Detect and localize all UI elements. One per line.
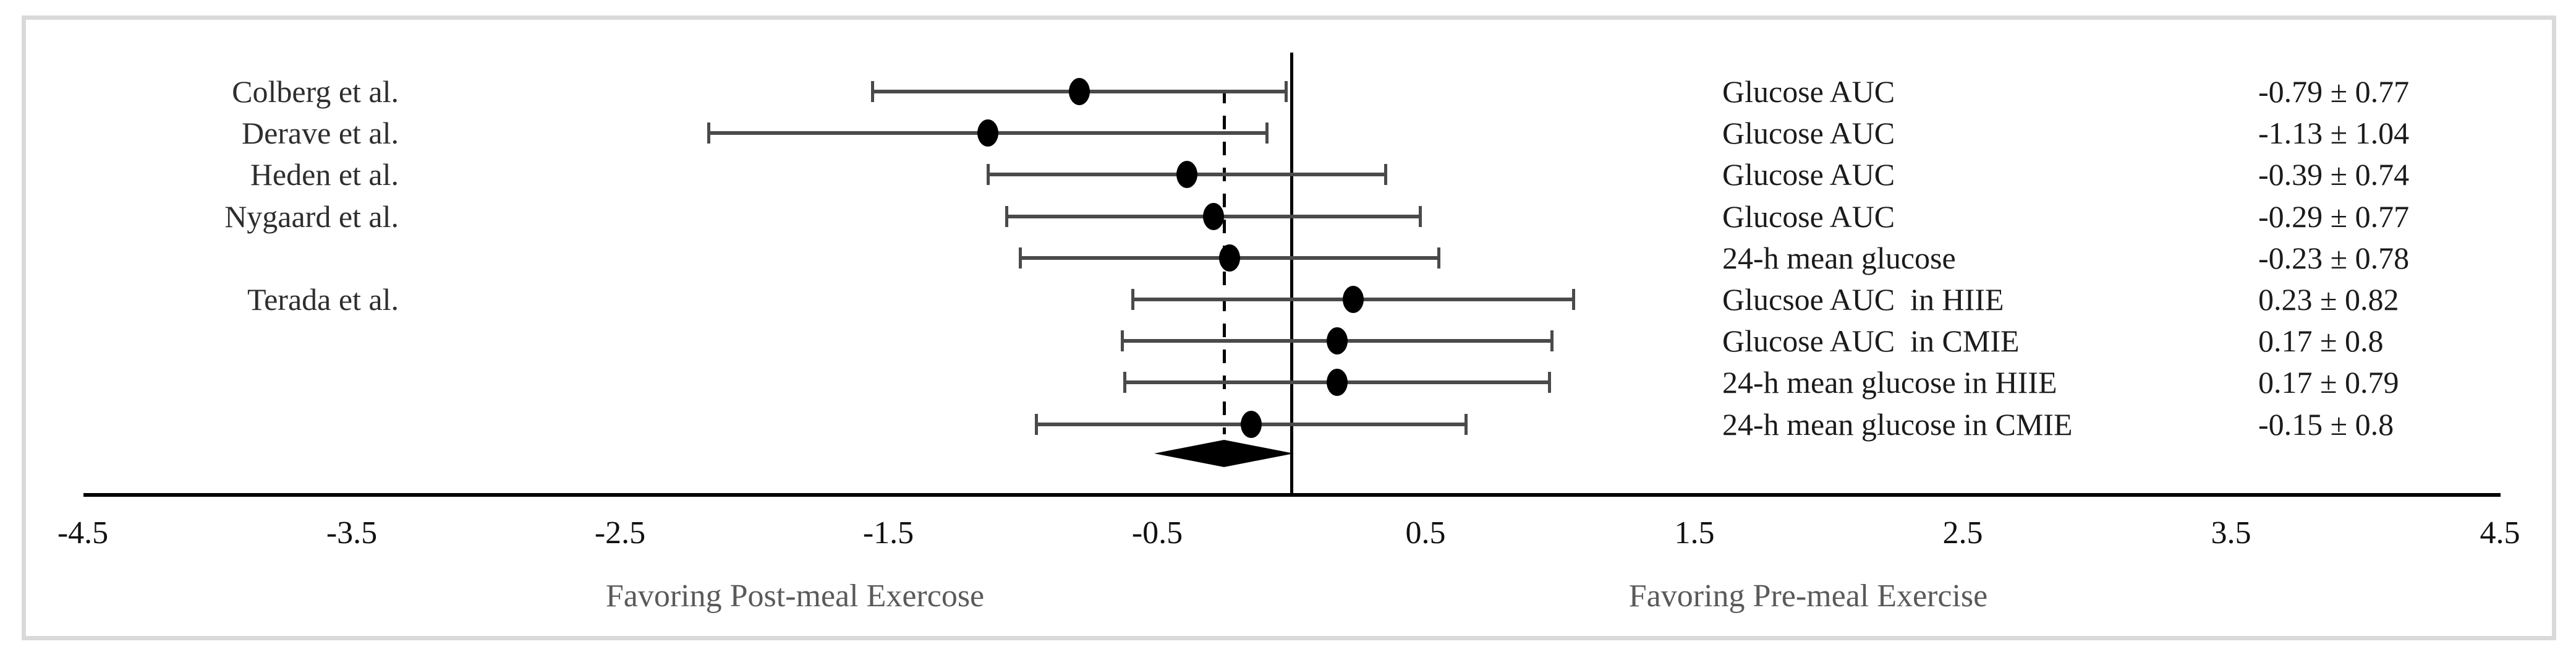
effect-point	[1069, 78, 1090, 105]
effect-value-label: -0.79 ± 0.77	[2258, 74, 2410, 109]
effect-point	[1327, 327, 1348, 354]
x-tick-label: 2.5	[1942, 515, 1983, 551]
axis-caption-left: Favoring Post-meal Exercose	[605, 578, 985, 614]
x-tick-label: 1.5	[1674, 515, 1715, 551]
outcome-label: 24-h mean glucose in HIIE	[1722, 365, 2057, 400]
outcome-label: Glucose AUC	[1722, 74, 1895, 109]
effect-value-label: -0.29 ± 0.77	[2258, 199, 2410, 234]
x-axis-line	[83, 493, 2501, 497]
study-label: Colberg et al.	[232, 74, 399, 109]
ci-cap-right	[1285, 81, 1288, 102]
x-tick-label: -1.5	[862, 515, 914, 551]
ci-cap-right	[1548, 372, 1551, 393]
effect-point	[1203, 203, 1224, 230]
effect-value-label: -0.39 ± 0.74	[2258, 157, 2410, 192]
x-tick-label: -2.5	[594, 515, 646, 551]
effect-value-label: 0.17 ± 0.8	[2258, 324, 2384, 358]
ci-cap-right	[1419, 206, 1422, 227]
x-tick-label: -0.5	[1131, 515, 1183, 551]
outcome-label: 24-h mean glucose	[1722, 241, 1956, 275]
effect-point	[1241, 411, 1262, 438]
x-tick-label: 3.5	[2211, 515, 2251, 551]
zero-reference-line	[1290, 53, 1293, 495]
effect-value-label: -0.23 ± 0.78	[2258, 241, 2410, 275]
study-label: Heden et al.	[250, 157, 399, 192]
pooled-diamond	[1154, 440, 1294, 467]
study-label: Nygaard et al.	[224, 199, 399, 234]
study-label: Terada et al.	[247, 282, 399, 317]
ci-cap-right	[1550, 330, 1554, 351]
ci-cap-left	[1121, 330, 1124, 351]
ci-cap-left	[1005, 206, 1008, 227]
ci-cap-right	[1572, 289, 1575, 310]
effect-point	[1343, 286, 1364, 313]
effect-point	[977, 119, 998, 147]
effect-point	[1176, 161, 1197, 188]
study-label: Derave et al.	[241, 116, 399, 150]
effect-value-label: 0.17 ± 0.79	[2258, 365, 2399, 400]
ci-cap-right	[1437, 247, 1440, 268]
outcome-label: Glucsoe AUC in HIIE	[1722, 282, 2004, 317]
ci-cap-left	[707, 122, 710, 144]
ci-cap-left	[1019, 247, 1022, 268]
ci-cap-left	[1035, 414, 1038, 435]
outcome-label: Glucose AUC	[1722, 116, 1895, 150]
ci-cap-left	[871, 81, 874, 102]
ci-cap-right	[1265, 122, 1269, 144]
effect-value-label: -1.13 ± 1.04	[2258, 116, 2410, 150]
effect-value-label: 0.23 ± 0.82	[2258, 282, 2399, 317]
effect-point	[1327, 369, 1348, 396]
x-tick-label: -4.5	[57, 515, 109, 551]
figure-border	[22, 15, 2556, 640]
axis-caption-right: Favoring Pre-meal Exercise	[1628, 578, 1988, 614]
outcome-label: Glucose AUC	[1722, 157, 1895, 192]
effect-value-label: -0.15 ± 0.8	[2258, 407, 2394, 442]
outcome-label: 24-h mean glucose in CMIE	[1722, 407, 2073, 442]
x-tick-label: -3.5	[326, 515, 378, 551]
ci-cap-left	[1131, 289, 1134, 310]
x-tick-label: 0.5	[1405, 515, 1446, 551]
ci-cap-right	[1464, 414, 1468, 435]
ci-cap-left	[987, 164, 990, 185]
x-tick-label: 4.5	[2480, 515, 2520, 551]
ci-cap-right	[1384, 164, 1387, 185]
ci-cap-left	[1123, 372, 1126, 393]
outcome-label: Glucose AUC in CMIE	[1722, 324, 2020, 358]
outcome-label: Glucose AUC	[1722, 199, 1895, 234]
effect-point	[1219, 244, 1240, 272]
